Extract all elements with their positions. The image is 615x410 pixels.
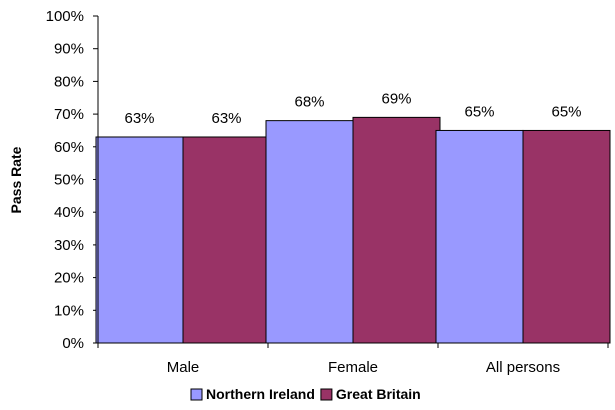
legend-label: Northern Ireland xyxy=(206,386,315,402)
y-tick-label: 90% xyxy=(54,41,84,58)
y-tick-label: 10% xyxy=(54,302,84,319)
legend-swatch xyxy=(320,388,333,401)
y-axis-title-group: Pass Rate xyxy=(8,146,24,213)
y-axis-title: Pass Rate xyxy=(8,146,24,213)
bar-series-group xyxy=(95,116,611,344)
x-category-label: All persons xyxy=(486,359,560,376)
y-tick-label: 50% xyxy=(54,172,84,189)
legend-swatch xyxy=(190,388,203,401)
bar-northern-ireland xyxy=(265,120,354,344)
y-tick-label: 60% xyxy=(54,139,84,156)
bar-value-label: 65% xyxy=(464,103,494,120)
y-tick-label: 100% xyxy=(46,8,84,25)
bar-value-label: 69% xyxy=(381,90,411,107)
y-tick-label: 70% xyxy=(54,106,84,123)
bar-value-label: 65% xyxy=(551,103,581,120)
bar-value-label: 63% xyxy=(124,110,154,127)
data-labels-group: 63% 63% 68% 69% 65% 65% xyxy=(124,90,581,127)
bar-great-britain xyxy=(182,136,271,344)
x-category-label: Male xyxy=(167,359,200,376)
legend-label: Great Britain xyxy=(336,386,421,402)
y-tick-label: 80% xyxy=(54,73,84,90)
x-axis-ticks: Male Female All persons xyxy=(97,343,609,376)
y-tick-label: 0% xyxy=(62,335,84,352)
bar-northern-ireland xyxy=(435,129,524,344)
y-tick-label: 20% xyxy=(54,270,84,287)
y-axis-ticks: 0% 10% 20% 30% 40% 50% 60% 70% 80% 90% 100% xyxy=(46,8,98,352)
y-tick-label: 30% xyxy=(54,237,84,254)
axes-group xyxy=(97,16,608,344)
bar-value-label: 68% xyxy=(294,94,324,111)
legend: Northern Ireland Great Britain xyxy=(190,386,421,402)
x-category-label: Female xyxy=(328,359,378,376)
bar-northern-ireland xyxy=(95,136,184,344)
bar-great-britain xyxy=(522,129,611,344)
bar-value-label: 63% xyxy=(211,110,241,127)
bar-great-britain xyxy=(352,116,441,344)
y-tick-label: 40% xyxy=(54,204,84,221)
